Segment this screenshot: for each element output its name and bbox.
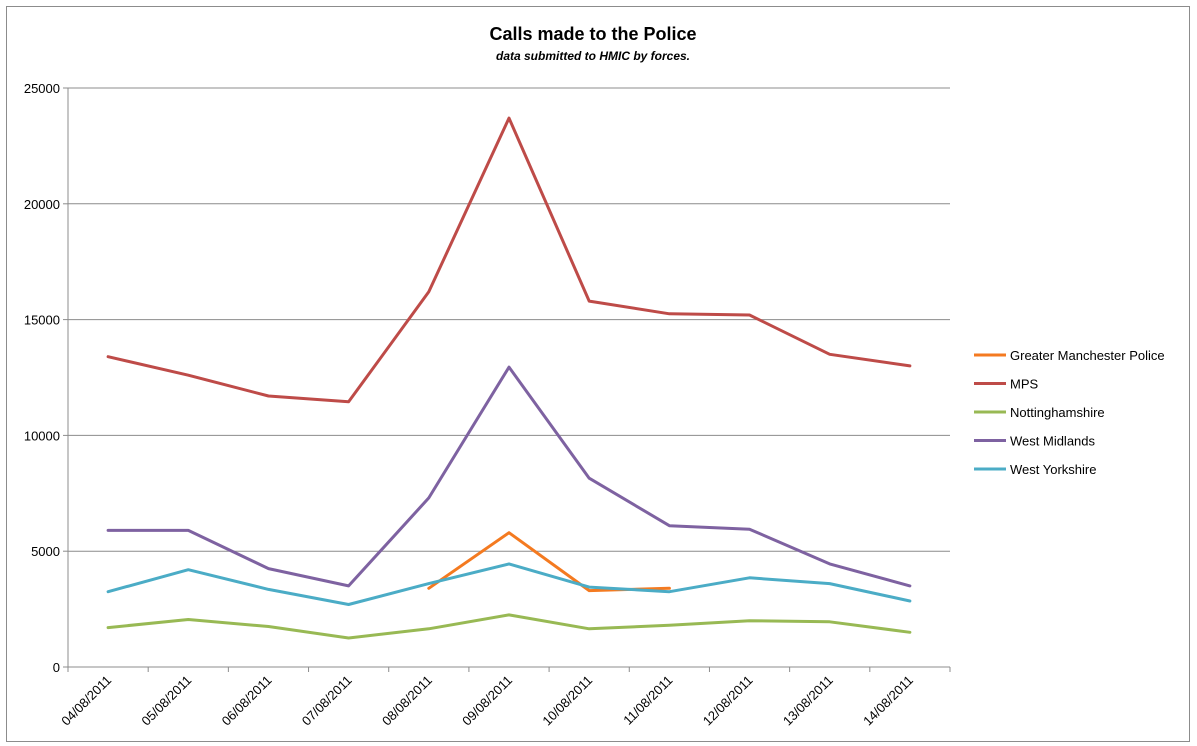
y-axis-ticks: 0 5000 10000 15000 20000 25000	[24, 81, 68, 675]
x-axis-ticks: 04/08/2011 05/08/2011 06/08/2011 07/08/2011…	[58, 667, 951, 729]
gridlines	[68, 87, 950, 552]
x-tick-label: 10/08/2011	[539, 673, 595, 729]
x-tick-label: 14/08/2011	[860, 673, 916, 729]
series-lines	[106, 116, 912, 640]
y-tick-label: 5000	[31, 544, 60, 559]
legend-label: West Midlands	[1010, 434, 1096, 449]
series-line-4	[106, 562, 912, 606]
x-tick-label: 07/08/2011	[299, 673, 355, 729]
series-line-0	[427, 531, 671, 593]
legend-label: Greater Manchester Police	[1010, 348, 1165, 363]
series-line-3	[106, 365, 912, 588]
y-tick-label: 15000	[24, 313, 60, 328]
x-tick-label: 12/08/2011	[700, 673, 756, 729]
series-line-2	[106, 613, 912, 640]
chart-subtitle: data submitted to HMIC by forces.	[496, 49, 690, 63]
chart-title: Calls made to the Police	[489, 24, 696, 44]
y-tick-label: 0	[53, 660, 60, 675]
x-tick-label: 09/08/2011	[459, 673, 515, 729]
x-tick-label: 04/08/2011	[58, 673, 114, 729]
legend: Greater Manchester Police MPS Nottinghamsh…	[974, 348, 1165, 477]
x-tick-label: 11/08/2011	[620, 673, 675, 728]
x-tick-label: 05/08/2011	[138, 673, 194, 729]
series-line-1	[106, 116, 912, 404]
y-tick-label: 25000	[24, 81, 60, 96]
x-tick-label: 06/08/2011	[219, 673, 275, 729]
legend-label: West Yorkshire	[1010, 462, 1096, 477]
axes	[67, 88, 950, 668]
x-tick-label: 08/08/2011	[379, 673, 435, 729]
x-tick-label: 13/08/2011	[780, 673, 836, 729]
legend-label: MPS	[1010, 377, 1039, 392]
legend-label: Nottinghamshire	[1010, 405, 1105, 420]
y-tick-label: 10000	[24, 428, 60, 443]
y-tick-label: 20000	[24, 197, 60, 212]
